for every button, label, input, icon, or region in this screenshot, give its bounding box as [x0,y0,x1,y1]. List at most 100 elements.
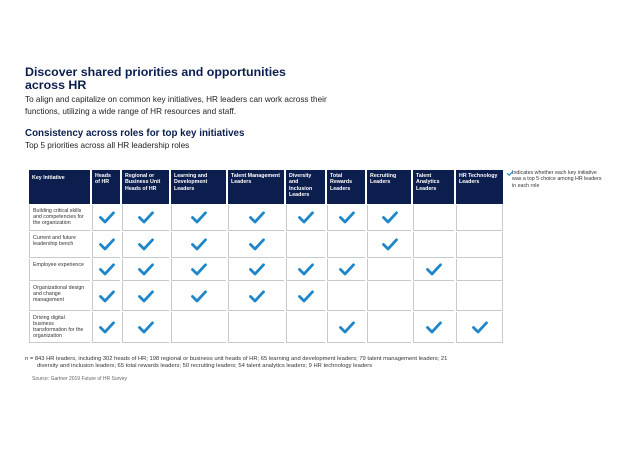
row-label: Driving digital business transformation … [29,312,90,343]
table-cell [367,312,411,343]
check-icon [138,263,154,276]
row-label: Organizational design and change managem… [29,282,90,311]
column-header: Total Rewards Leaders [327,170,365,204]
check-icon [298,289,314,302]
check-icon [138,289,154,302]
table-cell [171,259,226,281]
header-key-initiative: Key Initiative [29,170,90,204]
row-label: Current and future leadership bench [29,232,90,258]
table-cell [456,232,503,258]
check-icon [248,211,265,224]
check-icon [381,238,398,251]
table-cell [122,282,169,311]
check-icon [98,289,115,302]
row-label: Building critical skills and competencie… [29,205,90,231]
table-cell [286,312,325,343]
check-icon [248,238,265,251]
check-icon [248,263,265,276]
table-cell [228,232,284,258]
check-icon [138,320,154,333]
check-icon [338,263,355,276]
check-icon [507,171,513,176]
table-cell [171,232,226,258]
table-cell [367,259,411,281]
column-header: HR Technology Leaders [456,170,503,204]
check-icon [98,263,115,276]
table-cell [413,205,454,231]
table-cell [413,259,454,281]
table-cell [228,312,284,343]
check-icon [338,320,355,333]
table-cell [122,232,169,258]
check-icon [338,211,355,224]
table-cell [456,282,503,311]
check-icon [191,289,207,302]
check-icon [426,320,442,333]
table-cell [228,205,284,231]
check-icon [191,238,207,251]
column-header: Learning and Development Leaders [171,170,226,204]
table-cell [327,259,365,281]
table-cell [456,205,503,231]
table-cell [286,282,325,311]
table-cell [413,232,454,258]
legend-text: Indicates whether each key initiative wa… [512,170,602,189]
table-cell [92,259,120,281]
table-cell [327,205,365,231]
table-cell [171,282,226,311]
check-icon [471,320,488,333]
check-icon [191,211,207,224]
table-cell [171,312,226,343]
table-cell [171,205,226,231]
column-header: Recruiting Leaders [367,170,411,204]
table-cell [456,312,503,343]
source-note: Source: Gartner 2019 Future of HR Survey [32,376,128,382]
table-cell [367,205,411,231]
check-icon [298,211,314,224]
table-cell [122,259,169,281]
table-cell [286,205,325,231]
table-cell [413,282,454,311]
table-cell [286,232,325,258]
table-cell [367,282,411,311]
footnote: n = 843 HR leaders, including 302 heads … [25,356,585,371]
check-icon [248,289,265,302]
legend: Indicates whether each key initiative wa… [507,170,607,189]
priorities-table: Key Initiative Heads of HR Regional or Bus… [29,170,503,343]
check-icon [381,211,398,224]
column-header: Regional or Business Unit Heads of HR [122,170,169,204]
table-cell [122,312,169,343]
intro-text: To align and capitalize on common key in… [25,95,327,116]
column-header: Diversity and Inclusion Leaders [286,170,325,204]
check-icon [98,211,115,224]
check-icon [298,263,314,276]
section-subtitle: Top 5 priorities across all HR leadershi… [25,141,190,150]
table-cell [327,312,365,343]
row-label: Employee experience [29,259,90,281]
table-cell [456,259,503,281]
footnote-line-1: n = 843 HR leaders, including 302 heads … [25,356,448,362]
table-cell [367,232,411,258]
table-cell [92,232,120,258]
table-cell [92,282,120,311]
check-icon [191,263,207,276]
section-title: Consistency across roles for top key ini… [25,128,245,139]
column-header: Talent Management Leaders [228,170,284,204]
column-header: Heads of HR [92,170,120,204]
table-cell [228,282,284,311]
table-cell [413,312,454,343]
check-icon [98,320,115,333]
column-header: Talent Analytics Leaders [413,170,454,204]
table-cell [92,312,120,343]
check-icon [138,211,154,224]
table-cell [122,205,169,231]
table-cell [286,259,325,281]
table-cell [327,232,365,258]
page-title: Discover shared priorities and opportuni… [25,65,286,92]
footnote-line-2: diversity and inclusion leaders; 65 tota… [37,363,373,370]
table-cell [92,205,120,231]
table-cell [327,282,365,311]
table-cell [228,259,284,281]
check-icon [98,238,115,251]
check-icon [138,238,154,251]
